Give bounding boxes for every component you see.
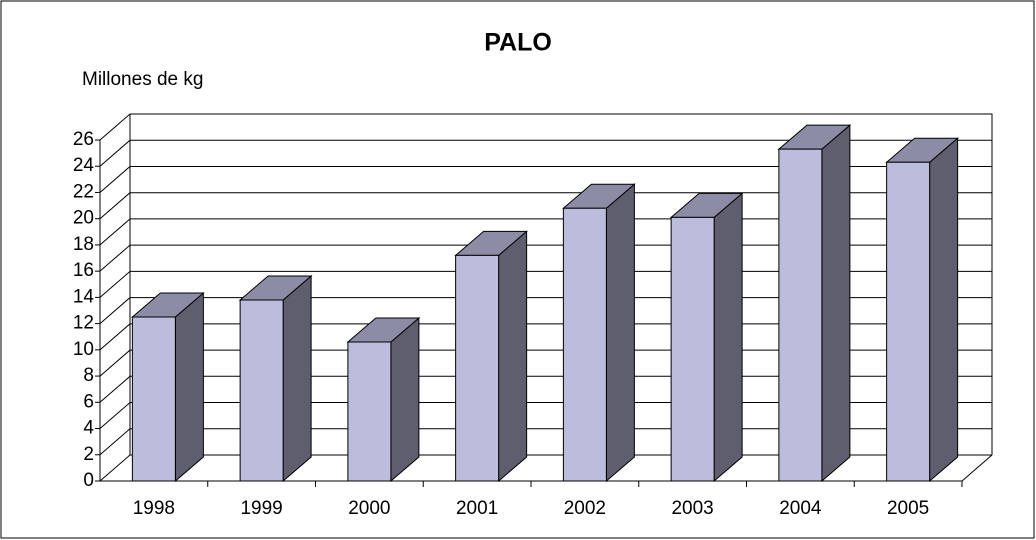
x-tick-label: 2001	[456, 498, 498, 519]
bar-side	[605, 183, 635, 483]
x-tick-label: 2003	[671, 498, 713, 519]
y-tick-label: 10	[73, 339, 94, 360]
bar-side	[282, 274, 312, 483]
bar-side	[929, 137, 959, 483]
x-tick-label: 2002	[564, 498, 606, 519]
x-tick-label: 1998	[133, 498, 175, 519]
bar	[777, 124, 852, 483]
grid-line	[99, 165, 992, 193]
bar-side	[174, 291, 204, 483]
bar	[885, 137, 959, 483]
y-tick-label: 8	[83, 365, 94, 386]
bar-front	[455, 254, 500, 482]
y-tick-label: 26	[73, 129, 94, 150]
bar	[346, 316, 421, 483]
y-tick-label: 22	[73, 181, 94, 202]
bar	[131, 291, 205, 483]
y-tick-label: 14	[73, 286, 95, 307]
bar-front	[239, 299, 284, 482]
bar-front	[670, 216, 715, 482]
x-tick-label: 2000	[348, 498, 390, 519]
y-tick-label: 0	[83, 470, 94, 491]
y-tick-label: 4	[83, 418, 94, 439]
bar	[562, 183, 636, 483]
grid-line	[99, 192, 992, 220]
bar-front	[131, 316, 176, 482]
x-tick-label: 1999	[240, 498, 282, 519]
bar-side	[390, 316, 420, 483]
bar-front	[886, 161, 931, 482]
bar-front	[778, 148, 823, 482]
y-tick-label: 20	[73, 208, 94, 229]
y-tick-label: 6	[83, 391, 94, 412]
bar-side	[713, 192, 743, 483]
left-wall	[99, 114, 131, 481]
bar-side	[821, 124, 851, 483]
y-tick-label: 18	[73, 234, 94, 255]
grid-line	[99, 113, 992, 141]
bar-front	[347, 341, 392, 482]
x-tick-label: 2005	[887, 498, 929, 519]
bar	[454, 230, 528, 483]
y-tick-label: 2	[83, 444, 94, 465]
y-tick-label: 12	[73, 313, 94, 334]
x-tick-label: 2004	[779, 498, 822, 519]
grid-line	[99, 139, 992, 167]
y-axis-label: Millones de kg	[82, 69, 203, 90]
bar	[238, 274, 313, 483]
chart-title: PALO	[484, 29, 552, 57]
bar-side	[498, 230, 528, 483]
y-tick-label: 16	[73, 260, 94, 281]
bar-front	[562, 207, 607, 482]
bar	[669, 192, 744, 483]
y-tick-label: 24	[73, 155, 95, 176]
